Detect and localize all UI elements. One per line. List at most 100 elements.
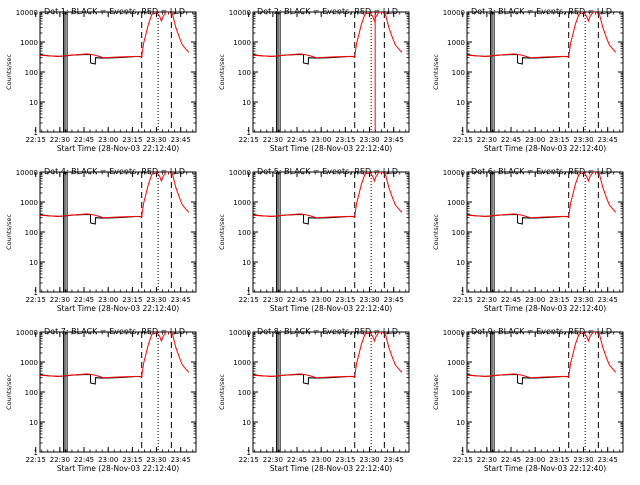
detector-panel-5: Det 5: BLACK = Events, RED = LLD 1 10 100 10…: [218, 167, 410, 313]
x-tick-label: 22:15: [453, 456, 473, 464]
y-tick-label: 10: [29, 99, 38, 107]
y-axis-label: Counts/sec: [5, 214, 13, 250]
panel-title: Det 3: BLACK = Events, RED = LLD: [471, 7, 612, 16]
x-tick-label: 23:30: [146, 136, 166, 144]
detector-panel-8: Det 8: BLACK = Events, RED = LLD 1 10 100 10…: [218, 327, 410, 473]
x-tick-label: 22:45: [501, 136, 521, 144]
y-tick-label: 10: [242, 99, 251, 107]
panel-title: Det 1: BLACK = Events, RED = LLD: [44, 7, 185, 16]
x-tick-label: 22:30: [263, 296, 283, 304]
x-axis-label: Start Time (28-Nov-03 22:12:40): [484, 144, 606, 153]
y-tick-label: 1000: [233, 39, 251, 47]
x-tick-label: 23:00: [311, 296, 331, 304]
y-axis-label: Counts/sec: [218, 54, 226, 90]
y-tick-label: 10000: [229, 329, 251, 337]
x-tick-label: 23:15: [122, 136, 142, 144]
x-axis-label: Start Time (28-Nov-03 22:12:40): [270, 464, 392, 473]
detector-panel-4: Det 4: BLACK = Events, RED = LLD 1 10 100 10…: [5, 167, 197, 313]
x-tick-label: 23:45: [598, 136, 618, 144]
y-tick-label: 1: [461, 449, 465, 457]
x-tick-label: 23:00: [98, 296, 118, 304]
x-tick-label: 22:30: [477, 136, 497, 144]
y-tick-label: 100: [25, 69, 38, 77]
y-axis-label: Counts/sec: [432, 374, 440, 410]
y-tick-label: 1000: [233, 359, 251, 367]
x-tick-label: 22:45: [74, 136, 94, 144]
x-tick-label: 23:15: [549, 296, 569, 304]
lld-series: [467, 332, 617, 379]
y-tick-label: 10000: [443, 329, 465, 337]
y-tick-label: 10000: [229, 9, 251, 17]
x-tick-label: 22:15: [453, 136, 473, 144]
panel-title: Det 9: BLACK = Events, RED = LLD: [471, 327, 612, 336]
detector-panel-2: Det 2: BLACK = Events, RED = LLD 1 10 100 10…: [218, 7, 410, 153]
x-tick-label: 23:30: [573, 296, 593, 304]
x-tick-label: 23:45: [598, 296, 618, 304]
y-axis-label: Counts/sec: [5, 54, 13, 90]
x-tick-label: 22:30: [50, 136, 70, 144]
y-tick-label: 10000: [16, 169, 38, 177]
detector-panel-6: Det 6: BLACK = Events, RED = LLD 1 10 100 10…: [432, 167, 624, 313]
x-tick-label: 22:45: [287, 136, 307, 144]
x-tick-label: 22:45: [74, 296, 94, 304]
detector-panel-3: Det 3: BLACK = Events, RED = LLD 1 10 100 10…: [432, 7, 624, 153]
y-tick-label: 1: [461, 289, 465, 297]
x-tick-label: 22:30: [50, 296, 70, 304]
x-tick-label: 22:30: [477, 296, 497, 304]
x-tick-label: 23:45: [598, 456, 618, 464]
x-tick-label: 23:30: [146, 296, 166, 304]
y-tick-label: 10000: [443, 9, 465, 17]
x-tick-label: 23:30: [573, 136, 593, 144]
x-tick-label: 23:00: [311, 136, 331, 144]
x-tick-label: 23:15: [549, 136, 569, 144]
x-tick-label: 23:00: [311, 456, 331, 464]
detector-panel-7: Det 7: BLACK = Events, RED = LLD 1 10 100 10…: [5, 327, 197, 473]
panel-title: Det 5: BLACK = Events, RED = LLD: [257, 167, 398, 176]
y-axis-label: Counts/sec: [218, 374, 226, 410]
y-tick-label: 10: [29, 259, 38, 267]
x-axis-label: Start Time (28-Nov-03 22:12:40): [57, 144, 179, 153]
x-tick-label: 23:00: [525, 296, 545, 304]
x-tick-label: 22:15: [26, 296, 46, 304]
x-tick-label: 23:45: [171, 296, 191, 304]
x-tick-label: 22:15: [26, 136, 46, 144]
lld-series: [40, 332, 190, 379]
y-tick-label: 1000: [233, 199, 251, 207]
lld-series: [253, 12, 403, 59]
x-tick-label: 23:00: [98, 136, 118, 144]
x-tick-label: 22:15: [239, 296, 259, 304]
y-tick-label: 100: [452, 229, 465, 237]
y-tick-label: 1: [247, 289, 251, 297]
y-tick-label: 100: [238, 229, 251, 237]
x-tick-label: 22:15: [26, 456, 46, 464]
x-tick-label: 23:30: [359, 296, 379, 304]
y-tick-label: 1: [461, 129, 465, 137]
y-tick-label: 100: [238, 389, 251, 397]
y-tick-label: 10000: [16, 9, 38, 17]
lld-series: [253, 332, 403, 379]
x-tick-label: 23:00: [525, 136, 545, 144]
y-tick-label: 1000: [20, 199, 38, 207]
y-tick-label: 10000: [443, 169, 465, 177]
lld-series: [40, 12, 190, 59]
lld-series: [40, 172, 190, 219]
y-tick-label: 100: [452, 389, 465, 397]
x-axis-label: Start Time (28-Nov-03 22:12:40): [270, 304, 392, 313]
x-tick-label: 23:45: [171, 456, 191, 464]
x-axis-label: Start Time (28-Nov-03 22:12:40): [57, 464, 179, 473]
x-tick-label: 22:45: [74, 456, 94, 464]
x-tick-label: 23:15: [335, 456, 355, 464]
x-tick-label: 22:45: [287, 296, 307, 304]
y-tick-label: 10: [456, 99, 465, 107]
x-tick-label: 22:30: [477, 456, 497, 464]
y-tick-label: 10: [242, 259, 251, 267]
x-axis-label: Start Time (28-Nov-03 22:12:40): [270, 144, 392, 153]
y-axis-label: Counts/sec: [432, 54, 440, 90]
y-tick-label: 1000: [447, 359, 465, 367]
x-tick-label: 23:30: [573, 456, 593, 464]
x-tick-label: 22:30: [263, 136, 283, 144]
y-axis-label: Counts/sec: [218, 214, 226, 250]
y-tick-label: 1: [34, 289, 38, 297]
